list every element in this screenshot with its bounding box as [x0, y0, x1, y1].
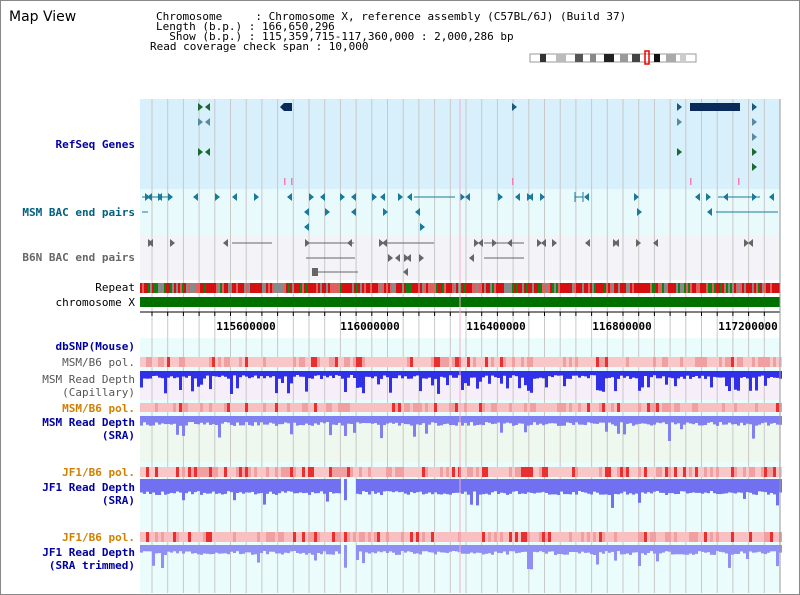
show-range-info: Show (b.p.) : 115,359,715-117,360,000 : …	[156, 30, 514, 43]
length-info: Length (b.p.) : 166,650,296	[156, 20, 335, 33]
jf1-pol-label: JF1/B6 pol.	[62, 466, 135, 479]
tick-label-3: 116400000	[466, 320, 526, 333]
msm-depth-capillary-track[interactable]	[140, 371, 782, 394]
jf1-pol2-label: JF1/B6 pol.	[62, 531, 135, 544]
jf1-depth-trim-label: JF1 Read Depth (SRA trimmed)	[42, 546, 135, 572]
jf1-depth-trimmed-track[interactable]	[140, 545, 782, 570]
msm-depth-sra-track[interactable]	[140, 416, 782, 441]
coverage-span-info: Read coverage check span : 10,000	[150, 40, 369, 53]
repeat-label: Repeat	[95, 281, 135, 294]
chromosome-info: Chromosome : Chromosome X, reference ass…	[156, 10, 627, 23]
jf1-depth-sra-track[interactable]	[140, 479, 782, 508]
msm-b6-pol-track-2[interactable]	[140, 403, 782, 412]
msm-b6-pol-track[interactable]	[140, 357, 782, 367]
msm-pol-label: MSM/B6 pol.	[62, 356, 135, 369]
msm-pol2-label: MSM/B6 pol.	[62, 402, 135, 415]
refseq-label: RefSeq Genes	[55, 138, 135, 151]
msm-depth-sra-label: MSM Read Depth (SRA)	[42, 416, 135, 442]
tick-label-2: 116000000	[340, 320, 400, 333]
jf1-b6-pol-track-2[interactable]	[140, 532, 782, 542]
tick-label-4: 116800000	[592, 320, 652, 333]
refseq-genes-track[interactable]	[198, 103, 757, 185]
page-title: Map View	[9, 9, 77, 25]
chromosome-label: chromosome X	[55, 296, 135, 309]
jf1-depth-label: JF1 Read Depth (SRA)	[42, 481, 135, 507]
msm-bac-track[interactable]	[142, 192, 778, 231]
dbsnp-label: dbSNP(Mouse)	[55, 340, 135, 353]
msm-depth-cap-label: MSM Read Depth (Capillary)	[42, 373, 135, 399]
jf1-b6-pol-track[interactable]	[140, 467, 782, 477]
b6n-bac-track[interactable]	[148, 239, 753, 276]
tick-label-5: 117200000	[718, 320, 778, 333]
chromosome-ideogram[interactable]	[529, 50, 697, 65]
tick-label-1: 115600000	[216, 320, 276, 333]
b6n-bac-label: B6N BAC end pairs	[22, 251, 135, 264]
repeat-track[interactable]	[140, 283, 780, 293]
msm-bac-label: MSM BAC end pairs	[22, 206, 135, 219]
